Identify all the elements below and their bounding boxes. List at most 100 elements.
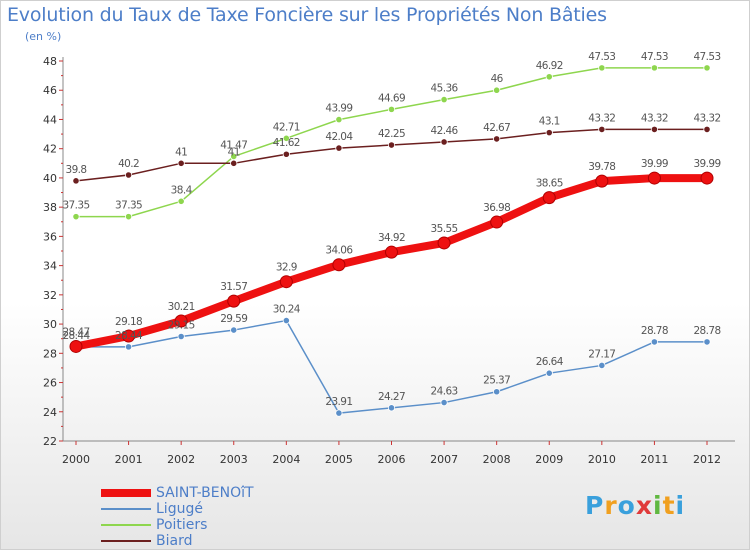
data-point-poitiers: [703, 64, 711, 72]
legend-label: Ligugé: [156, 501, 203, 517]
legend-item: SAINT-BENOîT: [101, 485, 254, 501]
data-point-poitiers: [650, 64, 659, 72]
y-tick-label: 32: [43, 289, 57, 302]
series-poitiers: [72, 64, 711, 221]
x-tick-label: 2012: [693, 453, 721, 466]
data-label-poitiers: 43.99: [325, 103, 352, 115]
data-point-biard: [230, 159, 238, 167]
data-label-saint-beno-t: 36.98: [483, 202, 510, 214]
legend-label: Poitiers: [156, 517, 208, 533]
data-point-ligug: [177, 332, 185, 341]
data-point-ligug: [124, 343, 133, 351]
x-tick-label: 2005: [325, 453, 353, 466]
chart-subtitle: (en %): [25, 30, 62, 43]
data-label-ligug: 23.91: [325, 396, 352, 408]
data-label-ligug: 30.24: [273, 304, 301, 316]
data-point-biard: [177, 159, 185, 167]
data-label-ligug: 24.63: [431, 386, 458, 398]
y-tick-label: 46: [43, 84, 57, 97]
data-point-saint-beno-t: [542, 191, 556, 205]
data-point-biard: [650, 125, 659, 133]
data-label-ligug: 28.44: [62, 330, 90, 342]
legend-swatch: [101, 508, 151, 510]
data-point-ligug: [387, 404, 396, 412]
data-point-poitiers: [387, 105, 396, 113]
data-label-biard: 39.8: [66, 164, 87, 176]
data-point-poitiers: [282, 134, 290, 142]
logo-letter: i: [675, 491, 686, 520]
x-tick-label: 2008: [483, 453, 511, 466]
data-point-poitiers: [545, 73, 553, 81]
data-label-saint-beno-t: 39.99: [693, 158, 720, 170]
x-tick-label: 2002: [167, 453, 195, 466]
data-label-ligug: 29.59: [220, 313, 247, 325]
data-label-poitiers: 37.35: [62, 200, 89, 212]
data-point-poitiers: [124, 213, 133, 221]
data-point-ligug: [493, 388, 501, 396]
data-point-biard: [493, 135, 501, 143]
data-label-saint-beno-t: 31.57: [220, 281, 247, 293]
data-point-biard: [335, 144, 343, 152]
x-tick-label: 2003: [220, 453, 248, 466]
logo-letter: t: [662, 491, 676, 520]
legend-swatch: [101, 489, 151, 497]
chart-title: Evolution du Taux de Taxe Foncière sur l…: [7, 4, 607, 26]
data-label-saint-beno-t: 39.99: [641, 158, 668, 170]
data-point-poitiers: [440, 95, 448, 104]
data-label-biard: 41.62: [273, 137, 300, 149]
data-point-saint-beno-t: [227, 294, 241, 308]
data-label-ligug: 28.44: [115, 330, 143, 342]
y-tick-label: 30: [43, 318, 57, 331]
data-point-biard: [440, 138, 448, 146]
data-label-ligug: 28.78: [693, 325, 720, 337]
logo-letter: i: [653, 491, 663, 520]
data-label-poitiers: 37.35: [115, 200, 142, 212]
data-point-ligug: [703, 338, 711, 346]
data-labels-layer: 37.35 37.35 38.4 41.47 42.71 43.99 44.69 45.36 4…: [62, 51, 721, 408]
data-label-saint-beno-t: 39.78: [588, 161, 615, 173]
data-label-biard: 43.32: [588, 112, 615, 124]
x-tick-label: 2009: [535, 453, 563, 466]
logo-letter: o: [617, 491, 636, 520]
data-point-saint-beno-t: [700, 171, 714, 185]
data-point-saint-beno-t: [385, 245, 398, 259]
axes: 22 24 26 28 30 32 34 36 38 40 42 44 46 48 2000 2001 2002…: [43, 55, 735, 466]
legend: SAINT-BENOîT Ligugé Poitiers Biard: [101, 485, 254, 549]
data-point-saint-beno-t: [122, 329, 136, 343]
data-point-saint-beno-t: [490, 215, 504, 229]
y-tick-label: 44: [43, 113, 57, 126]
data-label-saint-beno-t: 34.92: [378, 232, 405, 244]
y-tick-label: 36: [43, 230, 57, 243]
y-tick-label: 22: [43, 435, 57, 448]
data-point-poitiers: [72, 213, 80, 221]
data-label-biard: 43.32: [641, 112, 668, 124]
data-label-ligug: 28.78: [641, 325, 668, 337]
data-point-ligug: [650, 338, 659, 346]
data-point-poitiers: [177, 197, 185, 205]
data-label-poitiers: 46.92: [536, 60, 563, 72]
data-point-ligug: [335, 409, 343, 417]
data-label-saint-beno-t: 38.65: [536, 178, 563, 190]
data-label-biard: 42.04: [325, 131, 353, 143]
data-point-biard: [703, 125, 711, 133]
data-label-poitiers: 38.4: [171, 184, 193, 196]
data-label-biard: 43.1: [539, 116, 560, 128]
series-layer: [69, 64, 714, 417]
data-point-ligug: [440, 398, 448, 407]
data-point-saint-beno-t: [69, 339, 83, 353]
x-tick-label: 2000: [62, 453, 90, 466]
data-label-biard: 41: [175, 146, 187, 158]
series-biard: [72, 125, 711, 185]
data-point-poitiers: [230, 152, 238, 161]
data-point-saint-beno-t: [647, 171, 661, 185]
data-label-ligug: 25.37: [483, 375, 510, 387]
data-label-poitiers: 46: [491, 73, 504, 85]
legend-item: Biard: [101, 533, 254, 549]
data-point-ligug: [282, 316, 290, 325]
y-tick-label: 38: [43, 201, 57, 214]
data-label-saint-beno-t: 35.55: [431, 223, 458, 235]
series-ligug: [72, 316, 711, 417]
data-point-saint-beno-t: [332, 258, 346, 272]
y-tick-label: 40: [43, 172, 57, 185]
